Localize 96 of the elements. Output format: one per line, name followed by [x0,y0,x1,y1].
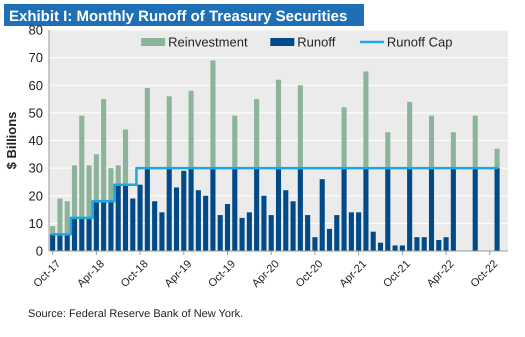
bar [363,168,368,251]
y-tick-label: 10 [28,216,43,231]
y-tick-label: 40 [28,133,43,148]
bar [261,196,266,251]
bar [210,168,216,251]
bar [428,168,434,251]
y-axis-title: $ Billions [4,112,19,170]
bar [268,215,274,251]
bar [232,168,238,251]
bar [342,107,347,168]
bar [232,116,238,168]
bar [494,148,500,168]
bar [370,232,376,251]
bar [407,102,412,168]
y-tick-label: 60 [28,78,43,93]
bar [57,198,62,234]
bar [152,201,158,251]
bar [414,237,420,251]
bar [254,99,260,168]
bar [450,168,456,251]
bar [101,201,106,251]
y-tick-label: 30 [28,160,43,176]
bar [166,168,172,251]
bar [363,71,368,168]
bar [196,190,201,251]
bar [224,204,230,251]
bar [320,179,325,251]
bar [312,237,318,251]
bar [108,168,114,202]
y-tick-label: 70 [28,50,43,66]
bar [166,96,172,168]
bar [218,215,223,251]
bar [436,240,442,251]
legend-label: Reinvestment [168,34,248,50]
bar [326,228,332,251]
y-tick-label: 80 [28,22,43,38]
legend-label: Runoff Cap [386,34,452,50]
y-tick-label: 0 [36,244,43,259]
bar [94,201,99,251]
bar [72,165,78,218]
bar [298,168,303,251]
bar [86,218,92,251]
bar [428,116,434,168]
source-note: Source: Federal Reserve Bank of New York. [28,308,244,320]
bar [276,80,282,168]
bar [138,184,143,251]
y-tick-label: 50 [28,105,43,120]
bar [356,212,362,251]
bar [210,60,216,168]
bar [188,90,194,168]
bar [188,168,194,251]
bar [385,132,390,168]
bar [101,99,106,202]
bar [246,212,252,251]
bar [64,201,70,234]
bar [174,187,180,251]
bar [86,165,92,218]
bar [422,237,427,251]
bar [50,234,56,251]
bar [72,218,78,251]
y-tick-label: 20 [28,188,43,204]
bar [348,212,354,251]
bar [334,215,340,251]
bar [122,129,128,185]
bar [298,85,303,168]
bar [159,212,164,251]
bar [385,168,390,251]
bar [181,170,186,251]
bar [64,234,70,251]
bar [122,184,128,251]
bar [240,218,245,251]
bar [450,132,456,168]
bar [494,168,500,251]
bar [305,215,310,251]
chart-title: Exhibit I: Monthly Runoff of Treasury Securities [9,8,348,25]
bar [144,88,150,168]
bar [116,165,121,185]
bar [276,168,282,251]
bar [116,184,121,251]
bar [144,168,150,251]
bar [290,201,296,251]
bar [94,154,99,202]
bar [108,201,114,251]
bar [130,198,136,251]
bar [203,196,208,251]
bar [342,168,347,251]
bar [79,218,84,251]
bar [444,237,449,251]
bar [472,116,478,168]
bar [407,168,412,251]
bar [79,116,84,218]
bar [472,168,478,251]
bar [283,190,288,251]
bar [254,168,260,251]
bar [378,242,384,251]
legend-label: Runoff [297,34,336,50]
